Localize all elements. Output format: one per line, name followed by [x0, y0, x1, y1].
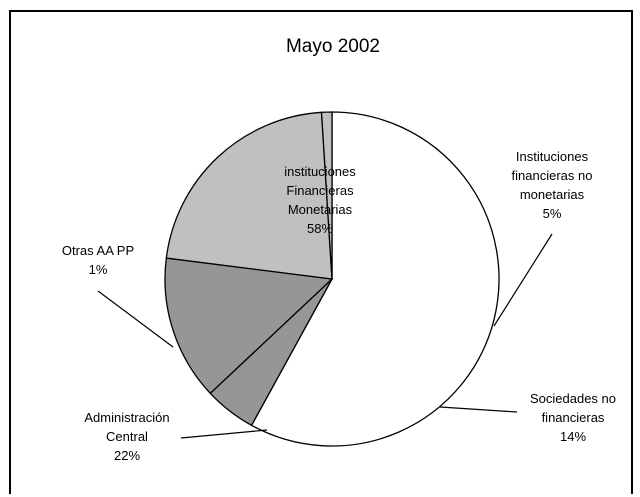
- leader-line-otras-aa-pp: [97, 290, 174, 348]
- pie-slice-administracion-central: [165, 111, 333, 280]
- pie-slice-sociedades-no-financieras: [164, 257, 334, 395]
- slice-percent-label-administracion-central: 22%: [114, 448, 140, 463]
- slice-name-label-administracion-central: Administración: [84, 410, 169, 425]
- slice-percent-label-sociedades-no-financieras: 14%: [560, 429, 586, 444]
- slice-percent-label-instituciones-financieras-monetarias: 58%: [307, 221, 333, 236]
- slice-name-label-instituciones-financieras-no-monetarias: monetarias: [520, 187, 585, 202]
- slice-name-label-instituciones-financieras-no-monetarias: Instituciones: [516, 149, 589, 164]
- pie-slice-instituciones-financieras-monetarias: [250, 111, 500, 447]
- leader-line-instituciones-financieras-no-monetarias: [493, 233, 553, 327]
- pie-slice-otras-aa-pp: [320, 111, 333, 280]
- leader-line-sociedades-no-financieras: [439, 406, 518, 413]
- slice-name-label-instituciones-financieras-monetarias: Financieras: [286, 183, 354, 198]
- slice-name-label-instituciones-financieras-monetarias: Monetarias: [288, 202, 353, 217]
- slice-name-label-instituciones-financieras-monetarias: instituciones: [284, 164, 356, 179]
- chart-title: Mayo 2002: [286, 36, 380, 57]
- slice-name-label-sociedades-no-financieras: financieras: [542, 410, 605, 425]
- slice-percent-label-instituciones-financieras-no-monetarias: 5%: [543, 206, 562, 221]
- slice-name-label-sociedades-no-financieras: Sociedades no: [530, 391, 616, 406]
- leader-line-administracion-central: [180, 429, 268, 439]
- slice-name-label-instituciones-financieras-no-monetarias: financieras no: [512, 168, 593, 183]
- slice-name-label-administracion-central: Central: [106, 429, 148, 444]
- pie-slices: [164, 111, 500, 447]
- slice-name-label-otras-aa-pp: Otras AA PP: [62, 243, 134, 258]
- slice-percent-label-otras-aa-pp: 1%: [89, 262, 108, 277]
- leader-lines: [97, 233, 553, 439]
- slice-labels: instituciones Financieras Monetarias 58% Ins…: [62, 149, 616, 463]
